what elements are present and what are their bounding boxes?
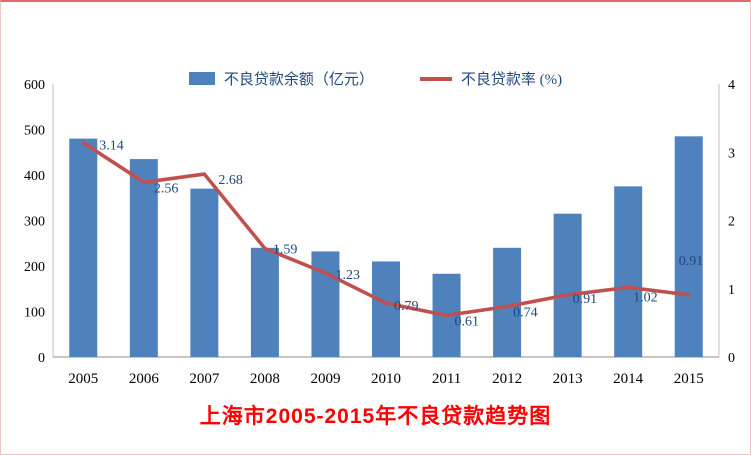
bar-2006	[129, 159, 158, 357]
chart-title: 上海市2005-2015年不良贷款趋势图	[199, 405, 552, 428]
rate-label-2012: 0.74	[513, 305, 538, 320]
rate-label-2009: 1.23	[335, 268, 360, 283]
rate-line	[81, 140, 691, 318]
left-tick-200: 200	[24, 260, 45, 275]
bar-2010	[372, 261, 400, 357]
bar-2005	[69, 138, 98, 357]
rate-label-2013: 0.91	[573, 292, 598, 307]
bar-2014	[614, 186, 643, 357]
chart-canvas: 0 100 200 300 400 500 600 0 1 2 3 4 2005 2006 2007 2008…	[24, 78, 735, 387]
x-axis-labels: 2005 2006 2007 2008 2009 2010 2011 2012 2013 2014…	[68, 371, 703, 387]
bar-2013	[553, 213, 582, 357]
x-label-2008: 2008	[250, 371, 280, 387]
x-label-2009: 2009	[310, 371, 340, 387]
rate-label-2015: 0.91	[679, 254, 704, 269]
x-label-2006: 2006	[129, 371, 160, 387]
left-axis-labels: 0 100 200 300 400 500 600	[24, 78, 45, 366]
rate-label-2014: 1.02	[633, 290, 658, 305]
x-label-2007: 2007	[189, 371, 220, 387]
rate-label-2005: 3.14	[99, 139, 124, 154]
x-label-2014: 2014	[613, 371, 644, 387]
right-tick-4: 4	[728, 78, 735, 93]
left-tick-400: 400	[24, 169, 45, 184]
left-tick-100: 100	[24, 306, 45, 321]
x-label-2010: 2010	[371, 371, 401, 387]
left-tick-0: 0	[38, 351, 45, 366]
bar-2015	[674, 136, 703, 357]
bar-2012	[493, 247, 522, 357]
right-tick-3: 3	[728, 146, 735, 161]
left-tick-300: 300	[24, 215, 45, 230]
right-tick-1: 1	[728, 283, 735, 298]
bar-2008	[250, 247, 279, 357]
rate-label-2007: 2.68	[218, 173, 243, 188]
bars-series	[69, 136, 703, 357]
x-label-2013: 2013	[553, 371, 583, 387]
right-tick-2: 2	[728, 215, 735, 230]
bar-2007	[190, 188, 219, 357]
rate-label-2010: 0.79	[394, 299, 419, 314]
right-axis-labels: 0 1 2 3 4	[728, 78, 735, 366]
right-tick-0: 0	[728, 351, 735, 366]
rate-label-2008: 1.59	[273, 242, 298, 257]
rate-label-2006: 2.56	[154, 181, 179, 196]
x-label-2011: 2011	[432, 371, 461, 387]
rate-point-labels: 3.14 2.56 2.68 1.59 1.23 0.79 0.61 0.74 0.91 1.02…	[99, 139, 703, 330]
left-tick-600: 600	[24, 78, 45, 93]
rate-label-2011: 0.61	[455, 314, 480, 329]
x-label-2015: 2015	[674, 371, 704, 387]
left-tick-500: 500	[24, 124, 45, 139]
x-label-2012: 2012	[492, 371, 522, 387]
x-label-2005: 2005	[68, 371, 98, 387]
